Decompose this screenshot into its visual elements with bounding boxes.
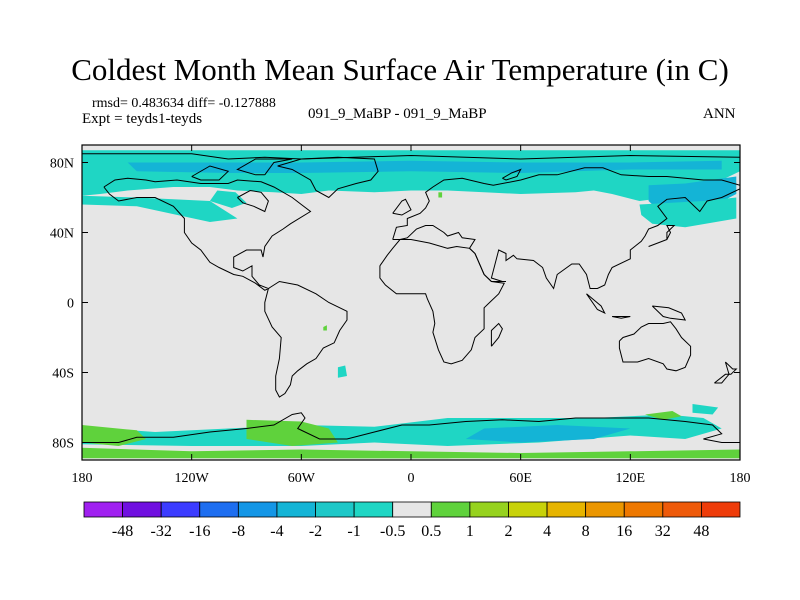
- colorbar-label-7: -0.5: [380, 523, 405, 540]
- colorbar-swatch-3: [199, 501, 239, 518]
- x-tick-label-4: 60E: [509, 471, 532, 486]
- colorbar-label-6: -1: [347, 523, 360, 540]
- y-tick-label-1: 40N: [50, 227, 74, 242]
- colorbar-swatch-1: [122, 501, 162, 518]
- coastline-9: [392, 198, 412, 216]
- y-tick-label-2: 0: [67, 297, 74, 312]
- colorbar-swatch-7: [353, 501, 394, 518]
- field-patch-1: [127, 160, 722, 173]
- coastline-5: [264, 280, 348, 398]
- colorbar-label-5: -2: [309, 523, 322, 540]
- field-patch-5: [639, 197, 737, 228]
- coastline-15: [724, 361, 738, 375]
- colorbar-label-15: 48: [693, 523, 709, 540]
- colorbar-swatch-14: [623, 501, 664, 518]
- y-tick-label-0: 80N: [50, 157, 74, 172]
- stats-text: rmsd= 0.483634 diff= -0.127888: [92, 96, 276, 111]
- colorbar-label-2: -16: [189, 523, 210, 540]
- colorbar-swatch-6: [315, 501, 355, 518]
- coastline-4: [277, 156, 379, 199]
- colorbar-label-12: 8: [582, 523, 590, 540]
- x-tick-label-1: 120W: [175, 471, 210, 486]
- experiment-label: Expt = teyds1-teyds: [82, 111, 203, 127]
- colorbar-swatch-10: [469, 501, 509, 518]
- colorbar-label-3: -8: [232, 523, 245, 540]
- coastline-3: [237, 189, 269, 213]
- field-patch-4: [209, 190, 247, 208]
- coastline-0: [82, 412, 740, 443]
- colorbar-swatch-8: [392, 501, 432, 518]
- coastline-12: [612, 316, 631, 319]
- field-patch-8: [82, 425, 146, 446]
- colorbar-swatch-9: [430, 501, 471, 518]
- coastline-10: [648, 225, 676, 247]
- coastline-19: [502, 168, 522, 181]
- coastline-11: [586, 293, 606, 315]
- coastline-17: [236, 158, 293, 176]
- field-patch-13: [337, 365, 347, 378]
- x-tick-label-6: 180: [730, 471, 751, 486]
- field-patch-12: [645, 411, 682, 420]
- colorbar-label-1: -32: [151, 523, 172, 540]
- coastline-13: [651, 305, 687, 321]
- colorbar-swatch-16: [701, 501, 741, 518]
- colorbar-label-8: 0.5: [421, 523, 441, 540]
- colorbar-swatch-5: [276, 501, 316, 518]
- colorbar-label-14: 32: [655, 523, 671, 540]
- map-axes: 180 120W 60W 0 60E 120E 180 80N 40N 0 40S 80S: [50, 144, 751, 486]
- colorbar-label-13: 16: [616, 523, 632, 540]
- coastline-14: [618, 321, 692, 372]
- field-patch-15: [438, 192, 443, 198]
- colorbar-swatch-11: [508, 501, 548, 518]
- x-tick-label-0: 180: [72, 471, 93, 486]
- colorbar-swatch-2: [160, 501, 201, 518]
- colorbar-swatch-12: [546, 501, 587, 518]
- coastline-7: [379, 239, 505, 365]
- coastline-2: [103, 177, 312, 291]
- coastline-18: [191, 165, 230, 181]
- field-patch-7: [465, 425, 631, 443]
- case-label: 091_9_MaBP - 091_9_MaBP: [308, 106, 487, 122]
- field-patch-14: [323, 325, 327, 331]
- y-tick-label-3: 40S: [52, 367, 74, 382]
- coastline-8: [490, 322, 503, 347]
- map-area: [82, 145, 740, 460]
- colorbar-label-11: 4: [543, 523, 551, 540]
- colorbar-label-10: 2: [505, 523, 513, 540]
- field-patch-9: [246, 419, 338, 446]
- colorbar-swatch-0: [83, 501, 123, 518]
- plot-title: Coldest Month Mean Surface Air Temperatu…: [71, 52, 729, 87]
- coastline-16: [714, 373, 731, 384]
- colorbar-swatch-4: [237, 501, 278, 518]
- colorbar-swatch-15: [662, 501, 702, 518]
- season-label: ANN: [703, 106, 736, 122]
- field-patch-3: [82, 195, 238, 222]
- y-tick-label-4: 80S: [52, 437, 74, 452]
- colorbar: -48 -32 -16 -8 -4 -2 -1 -0.5 0.5 1 2 4 8 16 32 48: [83, 501, 741, 540]
- colorbar-label-0: -48: [112, 523, 133, 540]
- colorbar-label-4: -4: [270, 523, 283, 540]
- colorbar-swatch-13: [585, 501, 625, 518]
- field-patch-11: [82, 447, 740, 459]
- x-tick-label-5: 120E: [616, 471, 646, 486]
- field-patch-16: [692, 404, 719, 415]
- x-tick-label-2: 60W: [288, 471, 316, 486]
- colorbar-label-9: 1: [466, 523, 474, 540]
- x-tick-label-3: 0: [408, 471, 415, 486]
